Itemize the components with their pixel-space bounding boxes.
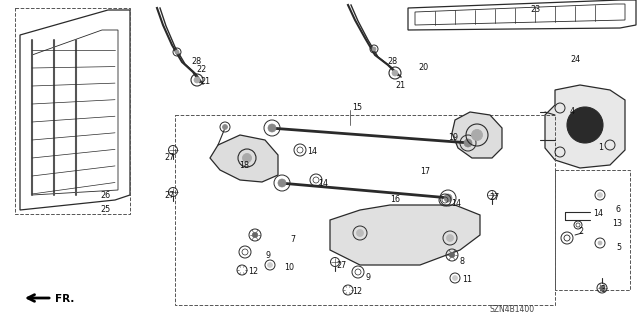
Text: 4: 4: [570, 108, 575, 116]
Text: 8: 8: [460, 257, 465, 266]
Text: 9: 9: [265, 251, 270, 261]
Text: 2: 2: [578, 227, 583, 236]
Text: 21: 21: [200, 78, 210, 86]
Circle shape: [243, 153, 252, 162]
Text: 24: 24: [570, 56, 580, 64]
Text: 14: 14: [593, 210, 603, 219]
Circle shape: [392, 70, 398, 76]
Circle shape: [223, 124, 227, 130]
Text: 23: 23: [530, 5, 540, 14]
Text: 3: 3: [600, 286, 605, 294]
Polygon shape: [452, 112, 502, 158]
Circle shape: [464, 139, 472, 147]
Circle shape: [372, 47, 376, 51]
Circle shape: [472, 130, 483, 140]
Circle shape: [452, 276, 458, 280]
Circle shape: [252, 232, 258, 238]
Text: 14: 14: [307, 147, 317, 157]
Text: 15: 15: [352, 102, 362, 112]
Text: 18: 18: [239, 160, 249, 169]
Polygon shape: [210, 135, 278, 182]
Text: 28: 28: [191, 57, 201, 66]
Text: 19: 19: [448, 133, 458, 143]
Text: 14: 14: [318, 179, 328, 188]
Bar: [175, 115, 555, 305]
Text: 7: 7: [290, 235, 295, 244]
Circle shape: [268, 124, 276, 132]
Circle shape: [175, 50, 179, 54]
Text: 25: 25: [100, 205, 110, 214]
Text: 10: 10: [284, 263, 294, 272]
Text: 27: 27: [164, 152, 174, 161]
Circle shape: [576, 116, 594, 134]
Circle shape: [447, 234, 454, 241]
Text: 12: 12: [352, 287, 362, 296]
Circle shape: [268, 263, 273, 268]
Text: 5: 5: [616, 243, 621, 253]
Text: SZN4B1400: SZN4B1400: [490, 306, 535, 315]
Circle shape: [598, 192, 602, 197]
Circle shape: [444, 194, 452, 202]
Text: 20: 20: [418, 63, 428, 72]
Polygon shape: [330, 205, 480, 265]
Text: 1: 1: [598, 144, 603, 152]
Text: FR.: FR.: [55, 294, 74, 304]
Text: 17: 17: [420, 167, 430, 175]
Circle shape: [356, 229, 364, 236]
Text: 12: 12: [248, 268, 258, 277]
Text: 27: 27: [164, 191, 174, 201]
Circle shape: [598, 241, 602, 245]
Circle shape: [567, 107, 603, 143]
Text: 22: 22: [196, 65, 206, 75]
Text: 27: 27: [489, 194, 499, 203]
Text: 9: 9: [366, 273, 371, 283]
Text: 13: 13: [612, 219, 622, 228]
Polygon shape: [545, 85, 625, 168]
Text: 14: 14: [451, 198, 461, 207]
Text: 27: 27: [336, 261, 346, 270]
Circle shape: [600, 286, 604, 290]
Circle shape: [278, 179, 286, 187]
Text: 21: 21: [395, 80, 405, 90]
Text: 16: 16: [390, 196, 400, 204]
Text: 28: 28: [387, 57, 397, 66]
Text: 11: 11: [462, 276, 472, 285]
Circle shape: [449, 252, 454, 258]
Circle shape: [194, 77, 200, 83]
Text: 26: 26: [100, 190, 110, 199]
Text: 6: 6: [616, 205, 621, 214]
Bar: [15, 8, 130, 214]
Bar: [555, 170, 630, 290]
